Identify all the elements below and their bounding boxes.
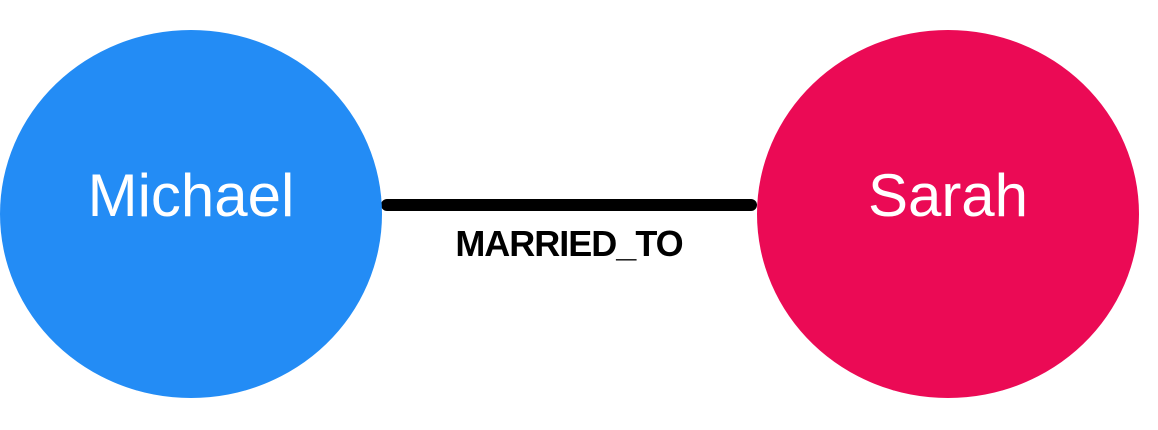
node-label: Sarah [867,162,1029,229]
married-to-edge [381,199,757,211]
node-michael[interactable]: Michael [0,30,382,398]
edge-label: MARRIED_TO [455,223,683,264]
node-sarah[interactable]: Sarah [757,30,1139,398]
node-label: Michael [87,162,295,229]
